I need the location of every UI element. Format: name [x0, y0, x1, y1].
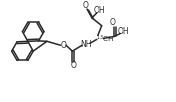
Text: O: O: [61, 41, 67, 50]
Text: OH: OH: [117, 27, 129, 36]
Text: OH: OH: [94, 7, 106, 16]
Text: O: O: [83, 1, 89, 10]
Text: NH: NH: [80, 40, 92, 49]
Text: O: O: [109, 18, 115, 27]
Text: $^{13}$CH: $^{13}$CH: [96, 34, 114, 45]
Text: O: O: [70, 61, 76, 70]
